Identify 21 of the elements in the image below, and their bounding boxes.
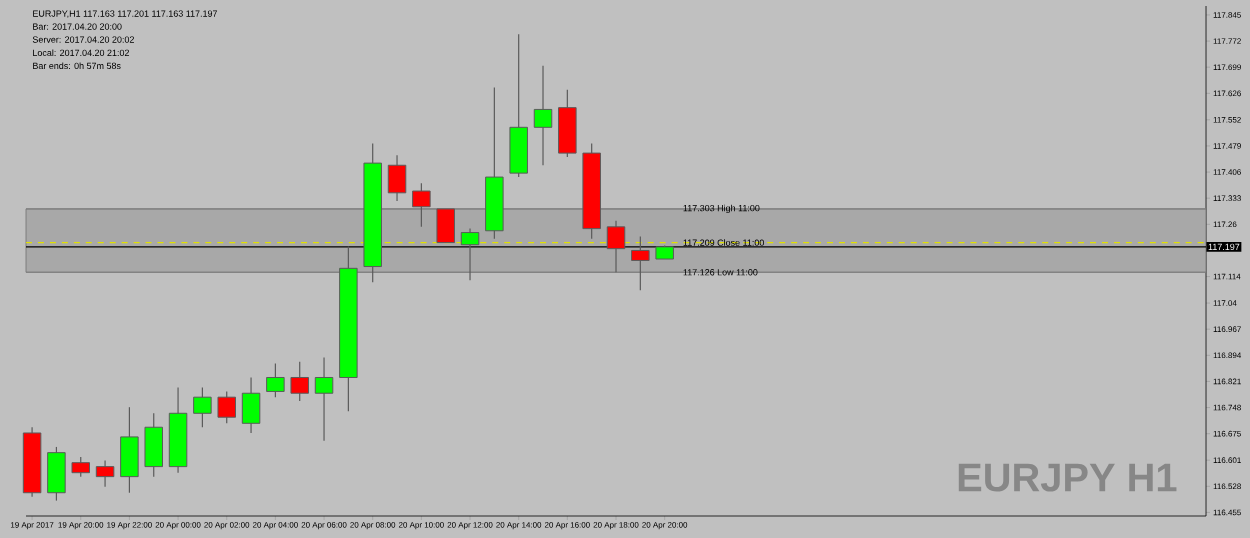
candlestick <box>144 412 163 478</box>
candlestick <box>241 376 261 434</box>
candlestick <box>71 456 90 478</box>
candlestick <box>217 390 236 424</box>
candlestick <box>533 65 553 166</box>
candlestick <box>290 361 309 402</box>
candlestick <box>266 362 285 398</box>
text: EURJPY H1 <box>958 463 1177 492</box>
candlestick <box>558 89 577 158</box>
candlestick <box>631 235 650 291</box>
candlestick <box>460 228 480 281</box>
candlestick <box>47 446 66 502</box>
candlestick <box>387 154 407 202</box>
candlestick <box>193 386 212 428</box>
candlestick <box>606 220 626 273</box>
candlestick <box>509 33 528 178</box>
candlestick <box>412 182 431 228</box>
candlestick <box>314 356 334 442</box>
candlestick <box>436 208 455 244</box>
candlestick <box>120 406 139 494</box>
candlestick <box>95 459 115 488</box>
